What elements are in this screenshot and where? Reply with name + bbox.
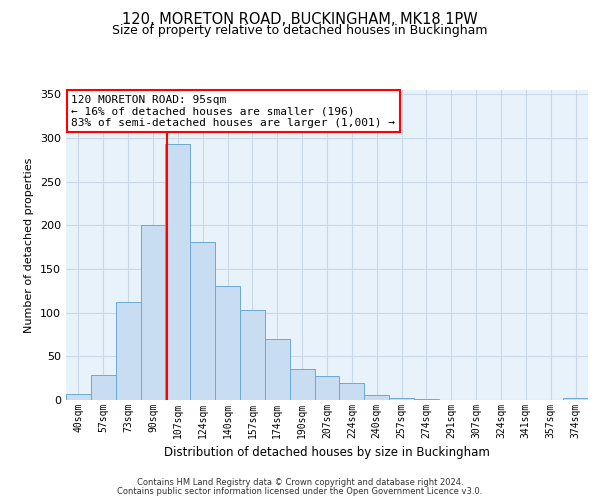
Bar [563,398,588,400]
Bar [166,144,190,400]
Bar [414,399,439,400]
Text: Contains public sector information licensed under the Open Government Licence v3: Contains public sector information licen… [118,487,482,496]
Y-axis label: Number of detached properties: Number of detached properties [25,158,34,332]
Bar [116,302,140,400]
Bar [91,374,116,400]
Bar [340,382,364,400]
Bar [215,286,240,400]
Text: 120 MORETON ROAD: 95sqm
← 16% of detached houses are smaller (196)
83% of semi-d: 120 MORETON ROAD: 95sqm ← 16% of detache… [71,94,395,128]
Bar [265,339,290,400]
Bar [290,370,314,400]
Text: 120, MORETON ROAD, BUCKINGHAM, MK18 1PW: 120, MORETON ROAD, BUCKINGHAM, MK18 1PW [122,12,478,28]
Bar [66,394,91,400]
X-axis label: Distribution of detached houses by size in Buckingham: Distribution of detached houses by size … [164,446,490,460]
Bar [240,310,265,400]
Bar [140,226,166,400]
Bar [314,376,340,400]
Bar [190,242,215,400]
Bar [364,395,389,400]
Text: Contains HM Land Registry data © Crown copyright and database right 2024.: Contains HM Land Registry data © Crown c… [137,478,463,487]
Bar [389,398,414,400]
Text: Size of property relative to detached houses in Buckingham: Size of property relative to detached ho… [112,24,488,37]
